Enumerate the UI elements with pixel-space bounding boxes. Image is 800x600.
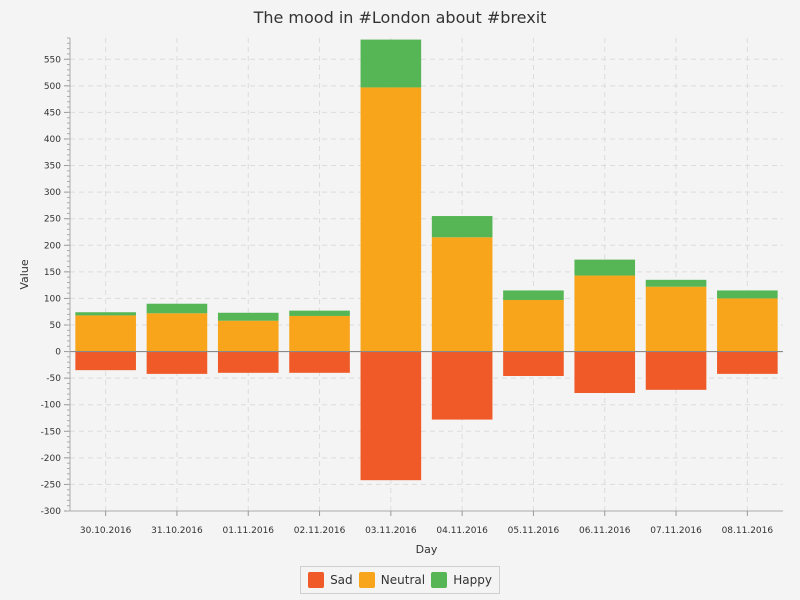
- bar-happy: [503, 290, 564, 301]
- y-tick-label: 500: [44, 82, 61, 92]
- bar-neutral: [146, 313, 208, 352]
- chart-title: The mood in #London about #brexit: [253, 8, 547, 27]
- bar-sad: [289, 351, 350, 373]
- x-tick-label: 03.11.2016: [365, 526, 417, 536]
- y-tick-label: 350: [44, 162, 61, 172]
- bar-happy: [431, 216, 493, 238]
- axes: -300 -250 -200 -150 -100 -50 0 50 100 150 200 250 30…: [41, 37, 783, 536]
- bar-neutral: [503, 300, 564, 352]
- bar-neutral: [431, 237, 493, 352]
- x-tick-label: 02.11.2016: [294, 526, 346, 536]
- y-tick-label: -200: [41, 454, 62, 464]
- bar-sad: [717, 351, 778, 374]
- legend-item-neutral: Neutral: [358, 572, 426, 588]
- legend-swatch-sad: [308, 572, 325, 588]
- legend-item-happy: Happy: [431, 572, 492, 588]
- y-tick-label: 150: [44, 268, 61, 278]
- bar-happy: [75, 312, 136, 316]
- bar-sad: [431, 351, 493, 420]
- legend-swatch-happy: [431, 572, 448, 588]
- bar-neutral: [289, 315, 350, 352]
- legend-label-happy: Happy: [453, 573, 492, 587]
- y-tick-label: 200: [44, 241, 61, 251]
- legend-swatch-neutral: [358, 572, 375, 588]
- grid-lines: [70, 38, 783, 512]
- x-tick-label: 31.10.2016: [151, 526, 203, 536]
- bar-neutral: [645, 286, 707, 352]
- y-tick-label: 550: [44, 55, 61, 65]
- bar-happy: [360, 39, 422, 88]
- bar-neutral: [217, 320, 279, 352]
- bar-sad: [645, 351, 707, 390]
- legend-item-sad: Sad: [308, 572, 353, 588]
- y-tick-label: 300: [44, 188, 61, 198]
- x-tick-label: 05.11.2016: [508, 526, 560, 536]
- bar-happy: [289, 310, 350, 316]
- y-tick-label: 50: [50, 321, 62, 331]
- legend-label-sad: Sad: [330, 573, 353, 587]
- bar-neutral: [574, 275, 636, 352]
- y-axis-title: Value: [18, 259, 31, 289]
- y-tick-label: 250: [44, 215, 61, 225]
- legend: Sad Neutral Happy: [300, 566, 500, 594]
- bar-sad: [503, 351, 564, 377]
- y-tick-label: -300: [41, 507, 62, 517]
- bar-sad: [146, 351, 208, 374]
- y-tick-label: -150: [41, 427, 62, 437]
- y-tick-label: -100: [41, 401, 62, 411]
- y-tick-label: 400: [44, 135, 61, 145]
- x-tick-label: 06.11.2016: [579, 526, 631, 536]
- bar-happy: [146, 303, 208, 314]
- bar-sad: [75, 351, 136, 371]
- bar-neutral: [75, 315, 136, 352]
- x-tick-label: 30.10.2016: [80, 526, 132, 536]
- legend-label-neutral: Neutral: [380, 573, 426, 587]
- y-tick-label: 100: [44, 294, 61, 304]
- bar-happy: [717, 290, 778, 299]
- bar-happy: [645, 279, 707, 287]
- bars: [75, 39, 778, 481]
- bar-neutral: [360, 87, 422, 352]
- x-tick-label: 07.11.2016: [650, 526, 702, 536]
- bar-happy: [574, 259, 636, 276]
- x-axis-title: Day: [416, 543, 438, 556]
- x-tick-label: 01.11.2016: [222, 526, 274, 536]
- bar-neutral: [717, 298, 778, 352]
- x-tick-label: 04.11.2016: [436, 526, 488, 536]
- bar-happy: [217, 312, 279, 321]
- bar-sad: [574, 351, 636, 394]
- x-tick-label: 08.11.2016: [722, 526, 774, 536]
- bar-sad: [360, 351, 422, 481]
- y-tick-label: 450: [44, 108, 61, 118]
- y-tick-label: -250: [41, 480, 62, 490]
- bar-sad: [217, 351, 279, 373]
- y-tick-label: 0: [55, 348, 61, 358]
- y-tick-label: -50: [46, 374, 61, 384]
